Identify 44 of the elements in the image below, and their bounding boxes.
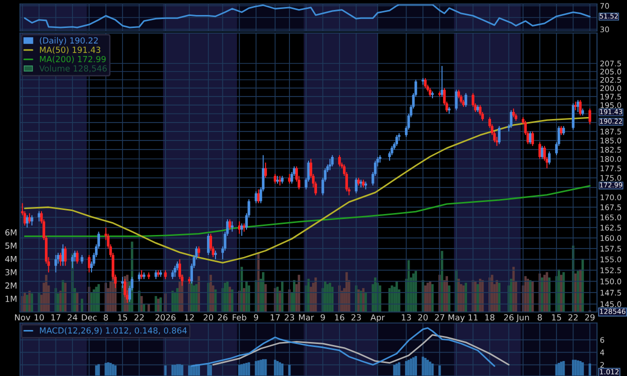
x-tick-label: 9	[320, 314, 325, 321]
x-tick-label: 11	[468, 314, 478, 320]
x-tick-label: 15	[118, 314, 128, 321]
x-tick-label: 9	[254, 314, 258, 321]
legend-label: Volume 128,546	[39, 65, 107, 72]
x-tick-label: 26	[218, 314, 228, 321]
x-tick-label: 17	[270, 314, 280, 320]
y2-tick-label: 6M	[5, 229, 16, 236]
x-tick-label: 26	[504, 314, 514, 321]
x-tick-label: Dec	[82, 314, 97, 321]
x-tick-label: 20	[418, 314, 428, 321]
x-tick-label: 10	[34, 314, 44, 321]
x-tick-label: Feb	[232, 314, 246, 321]
x-tick-label: 12	[184, 314, 194, 320]
legend-label: MA(50) 191.43	[40, 46, 100, 54]
legend-label: MA(200) 172.99	[40, 56, 106, 64]
y2-tick-label: 2M	[5, 282, 16, 289]
x-tick-label: 8	[104, 314, 108, 321]
x-tick-label: 22	[134, 314, 144, 320]
x-tick-label: May	[448, 314, 465, 322]
y2-tick-label: 5M	[5, 242, 16, 249]
x-tick-label: 20	[204, 314, 214, 321]
y2-tick-label: 1M	[6, 296, 16, 302]
x-tick-label: 27	[434, 314, 444, 320]
legend-label: (Daily) 190.22	[40, 37, 98, 46]
x-tick-label: 23	[351, 314, 361, 321]
x-tick-label: 23	[284, 314, 294, 321]
y2-tick-label: 4M	[5, 256, 16, 262]
x-tick-label: 22	[568, 314, 578, 320]
legend-label: MACD(12,26,9) 1.012, 0.148, 0.864	[40, 327, 187, 335]
x-tick-label: Apr	[370, 314, 385, 322]
x-tick-label: 16	[335, 314, 344, 321]
x-tick-label: 18	[485, 314, 494, 321]
x-tick-label: 29	[585, 314, 595, 321]
x-tick-label: 15	[552, 314, 562, 321]
x-tick-label: Mar	[299, 314, 314, 321]
x-tick-label: 13	[402, 314, 411, 321]
x-tick-label: Jun	[516, 314, 529, 322]
x-tick-label: 2026	[155, 314, 176, 321]
x-tick-label: 24	[68, 314, 78, 320]
x-tick-label: 8	[538, 314, 542, 321]
x-tick-label: Nov	[15, 314, 30, 321]
y2-tick-label: 3M	[5, 269, 16, 276]
x-tick-label: 17	[51, 314, 60, 320]
